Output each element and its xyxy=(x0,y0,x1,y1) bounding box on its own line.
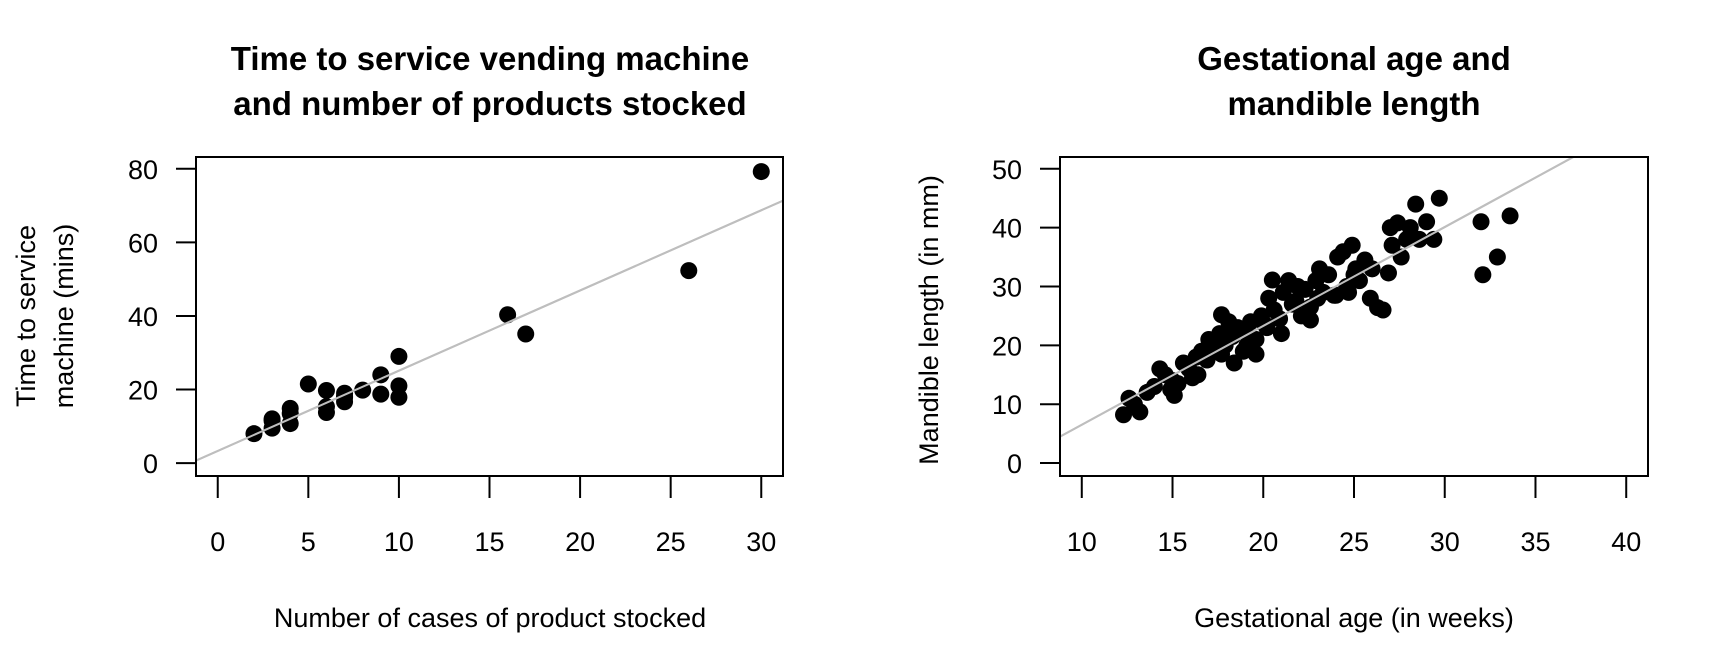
y-tick-label: 20 xyxy=(992,331,1022,361)
x-tick-label: 25 xyxy=(656,527,686,557)
data-point xyxy=(1189,366,1207,384)
x-tick-label: 10 xyxy=(384,527,414,557)
x-axis-label: Number of cases of product stocked xyxy=(274,603,706,633)
x-axis: 0 5 10 15 20 25 30 xyxy=(210,476,776,557)
data-point xyxy=(752,163,770,181)
data-point xyxy=(499,306,517,324)
data-point xyxy=(1301,311,1319,329)
data-point xyxy=(1488,248,1506,266)
data-point xyxy=(372,385,390,403)
y-tick-label: 80 xyxy=(128,155,158,185)
data-point xyxy=(1258,319,1276,337)
scatter-chart-vending: Time to service vending machine and numb… xyxy=(11,40,784,633)
x-tick-label: 0 xyxy=(210,527,225,557)
data-point xyxy=(1410,230,1428,248)
x-axis-label: Gestational age (in weeks) xyxy=(1194,603,1514,633)
data-points xyxy=(1060,157,1576,438)
data-point xyxy=(517,325,535,343)
x-tick-label: 30 xyxy=(1430,527,1460,557)
data-point xyxy=(317,398,335,416)
data-point xyxy=(299,375,317,393)
data-point xyxy=(1418,213,1436,231)
chart-title-line-1: Gestational age and xyxy=(1197,40,1511,77)
chart-title-line-1: Time to service vending machine xyxy=(231,40,749,77)
y-tick-label: 50 xyxy=(992,155,1022,185)
y-axis-label-line-2: machine (mins) xyxy=(49,224,79,409)
x-tick-label: 5 xyxy=(301,527,316,557)
data-point xyxy=(245,425,263,443)
data-point xyxy=(1225,354,1243,372)
x-tick-label: 20 xyxy=(1248,527,1278,557)
x-tick-label: 10 xyxy=(1067,527,1097,557)
x-tick-label: 35 xyxy=(1520,527,1550,557)
data-point xyxy=(1272,325,1290,343)
data-point xyxy=(281,415,299,433)
x-tick-label: 15 xyxy=(1157,527,1187,557)
data-point xyxy=(1343,236,1361,254)
data-point xyxy=(1501,207,1519,225)
y-axis-label: Mandible length (in mm) xyxy=(914,175,944,465)
data-point xyxy=(1165,386,1183,404)
x-tick-label: 15 xyxy=(474,527,504,557)
data-point xyxy=(1383,236,1401,254)
data-point xyxy=(372,366,390,384)
y-axis-label: Time to service machine (mins) xyxy=(11,224,79,409)
scatter-chart-gestational: Gestational age and mandible length 10 15… xyxy=(914,40,1649,633)
y-axis: 0 10 20 30 40 50 xyxy=(992,155,1060,479)
data-point xyxy=(1247,345,1265,363)
regression-line xyxy=(1060,157,1576,438)
data-point xyxy=(390,388,408,406)
y-tick-label: 20 xyxy=(128,376,158,406)
data-point xyxy=(1125,395,1143,413)
regression-line xyxy=(196,199,783,462)
data-point xyxy=(1263,271,1281,289)
data-point xyxy=(1320,266,1338,284)
data-point xyxy=(1430,189,1448,207)
data-point xyxy=(1327,286,1345,304)
y-tick-label: 30 xyxy=(992,272,1022,302)
data-point xyxy=(263,419,281,437)
data-point xyxy=(1115,406,1133,424)
y-tick-label: 0 xyxy=(1007,449,1022,479)
x-tick-label: 20 xyxy=(565,527,595,557)
chart-title-line-2: and number of products stocked xyxy=(233,85,746,122)
data-points xyxy=(196,163,783,462)
x-tick-label: 40 xyxy=(1611,527,1641,557)
data-point xyxy=(1407,195,1425,213)
x-tick-label: 30 xyxy=(746,527,776,557)
data-point xyxy=(680,262,698,280)
x-tick-label: 25 xyxy=(1339,527,1369,557)
y-axis-label-line-1: Time to service xyxy=(11,225,41,407)
data-point xyxy=(1472,213,1490,231)
y-axis-label-text: Mandible length (in mm) xyxy=(914,175,944,465)
y-axis: 0 20 40 60 80 xyxy=(128,155,196,479)
data-point xyxy=(1474,266,1492,284)
y-tick-label: 0 xyxy=(143,449,158,479)
y-tick-label: 10 xyxy=(992,390,1022,420)
data-point xyxy=(1340,283,1358,301)
data-point xyxy=(1401,219,1419,237)
data-point xyxy=(1374,301,1392,319)
data-point xyxy=(1379,264,1397,282)
plot-frame xyxy=(1059,156,1649,477)
y-tick-label: 60 xyxy=(128,228,158,258)
y-tick-label: 40 xyxy=(992,214,1022,244)
chart-title-line-2: mandible length xyxy=(1227,85,1480,122)
data-point xyxy=(317,381,335,399)
x-axis: 10 15 20 25 30 35 40 xyxy=(1067,476,1641,557)
data-point xyxy=(390,347,408,365)
y-tick-label: 40 xyxy=(128,302,158,332)
